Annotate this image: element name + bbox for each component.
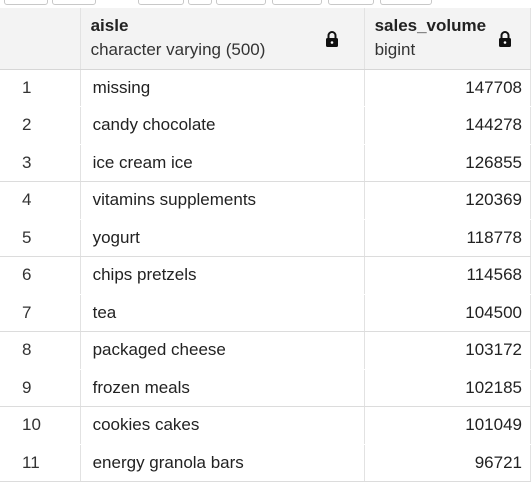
column-header-aisle[interactable]: aisle character varying (500) [80, 8, 365, 70]
toolbar-button[interactable] [272, 0, 322, 5]
aisle-cell[interactable]: yogurt [80, 219, 365, 257]
sales-volume-cell[interactable]: 104500 [364, 294, 531, 332]
lock-icon [325, 31, 338, 47]
row-number: 1 [0, 69, 81, 107]
table-row[interactable]: 1 missing 147708 [0, 69, 531, 107]
lock-icon [498, 31, 511, 47]
row-number: 2 [0, 106, 81, 145]
toolbar-button[interactable] [4, 0, 48, 5]
row-number: 6 [0, 256, 81, 295]
toolbar-strip [0, 0, 531, 8]
row-number: 11 [0, 444, 81, 482]
row-number: 4 [0, 181, 81, 220]
aisle-cell[interactable]: packaged cheese [80, 331, 365, 370]
row-number: 5 [0, 219, 81, 257]
aisle-cell[interactable]: cookies cakes [80, 406, 365, 445]
header-row: aisle character varying (500) sales_volu… [0, 8, 531, 70]
sales-volume-cell[interactable]: 114568 [364, 256, 531, 295]
table-row[interactable]: 3 ice cream ice 126855 [0, 144, 531, 182]
rownum-header [0, 8, 81, 70]
aisle-cell[interactable]: ice cream ice [80, 144, 365, 182]
results-grid: aisle character varying (500) sales_volu… [0, 8, 531, 482]
table-row[interactable]: 2 candy chocolate 144278 [0, 106, 531, 145]
table-row[interactable]: 6 chips pretzels 114568 [0, 256, 531, 295]
row-number: 9 [0, 369, 81, 407]
sales-volume-cell[interactable]: 96721 [364, 444, 531, 482]
aisle-cell[interactable]: vitamins supplements [80, 181, 365, 220]
sales-volume-cell[interactable]: 102185 [364, 369, 531, 407]
row-number: 8 [0, 331, 81, 370]
toolbar-button[interactable] [138, 0, 184, 5]
aisle-cell[interactable]: tea [80, 294, 365, 332]
column-name: aisle [90, 16, 129, 35]
table-row[interactable]: 10 cookies cakes 101049 [0, 406, 531, 445]
row-number: 7 [0, 294, 81, 332]
table-row[interactable]: 4 vitamins supplements 120369 [0, 181, 531, 220]
table-row[interactable]: 5 yogurt 118778 [0, 219, 531, 257]
toolbar-button[interactable] [380, 0, 432, 5]
table-row[interactable]: 7 tea 104500 [0, 294, 531, 332]
column-header-sales-volume[interactable]: sales_volume bigint [364, 8, 531, 70]
sales-volume-cell[interactable]: 101049 [364, 406, 531, 445]
aisle-cell[interactable]: missing [80, 69, 365, 107]
column-type: character varying (500) [90, 40, 266, 59]
table-row[interactable]: 11 energy granola bars 96721 [0, 444, 531, 482]
table-row[interactable]: 9 frozen meals 102185 [0, 369, 531, 407]
sales-volume-cell[interactable]: 126855 [364, 144, 531, 182]
sales-volume-cell[interactable]: 120369 [364, 181, 531, 220]
toolbar-button[interactable] [188, 0, 212, 5]
toolbar-button[interactable] [328, 0, 374, 5]
sales-volume-cell[interactable]: 144278 [364, 106, 531, 145]
sales-volume-cell[interactable]: 147708 [364, 69, 531, 107]
aisle-cell[interactable]: candy chocolate [80, 106, 365, 145]
column-name: sales_volume [374, 16, 487, 35]
aisle-cell[interactable]: frozen meals [80, 369, 365, 407]
row-number: 3 [0, 144, 81, 182]
sales-volume-cell[interactable]: 118778 [364, 219, 531, 257]
toolbar-button[interactable] [216, 0, 266, 5]
table-row[interactable]: 8 packaged cheese 103172 [0, 331, 531, 370]
aisle-cell[interactable]: energy granola bars [80, 444, 365, 482]
column-type: bigint [374, 40, 416, 59]
sales-volume-cell[interactable]: 103172 [364, 331, 531, 370]
aisle-cell[interactable]: chips pretzels [80, 256, 365, 295]
row-number: 10 [0, 406, 81, 445]
toolbar-button[interactable] [52, 0, 96, 5]
